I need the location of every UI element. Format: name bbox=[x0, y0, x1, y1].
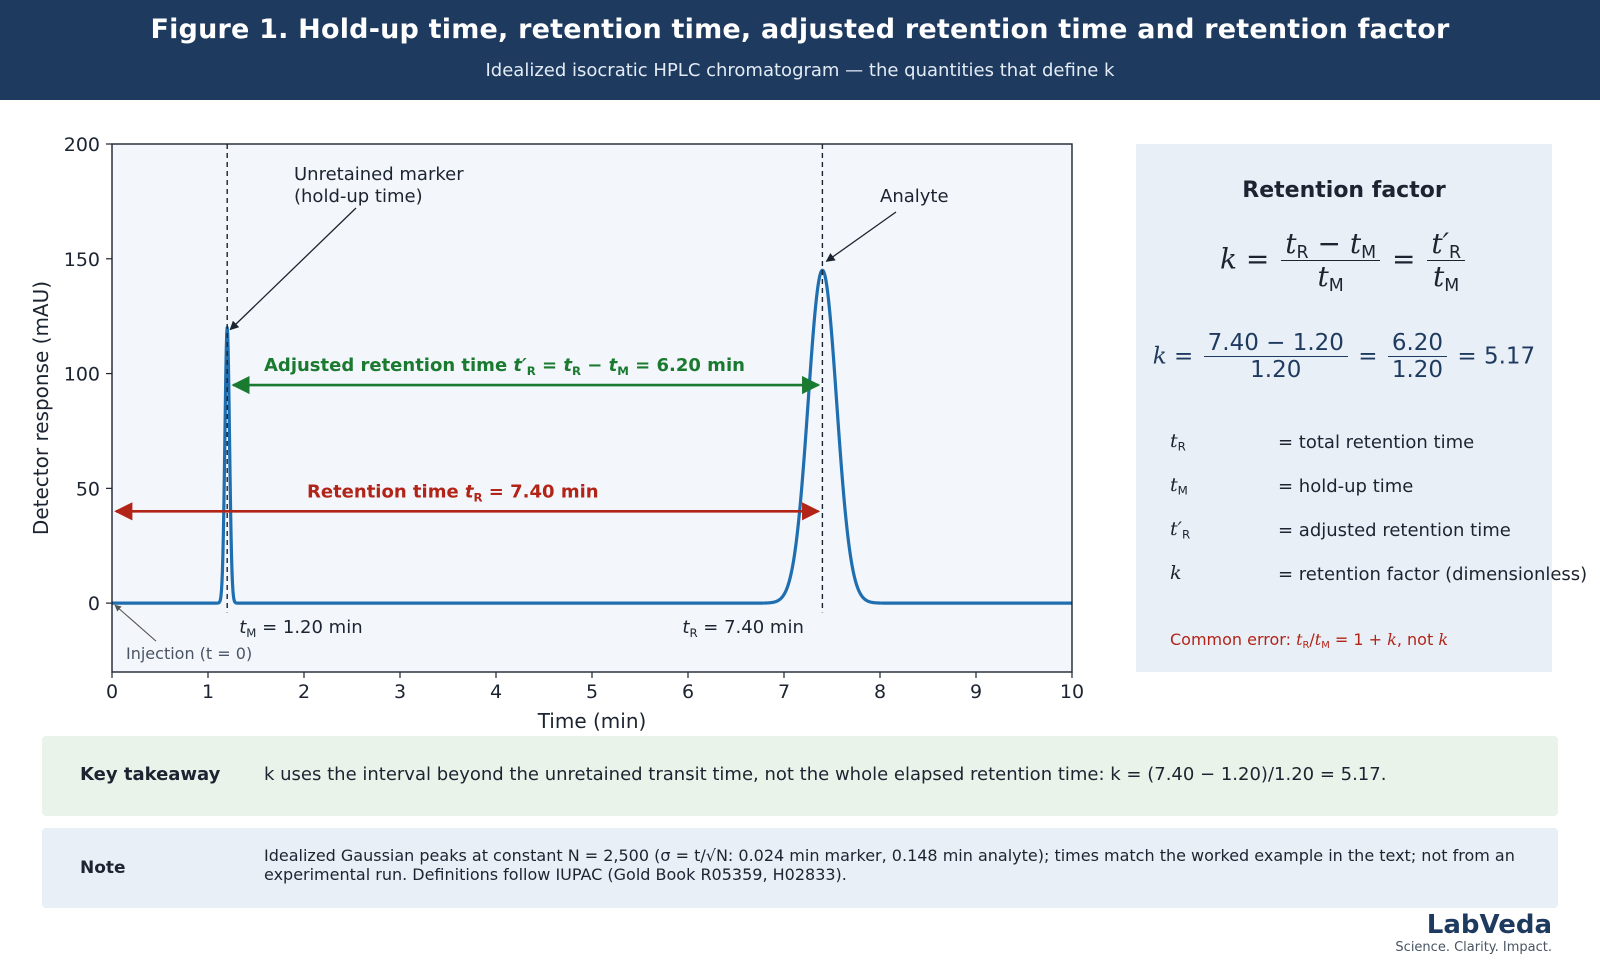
worked-denominator-2: 1.20 bbox=[1391, 357, 1444, 384]
worked-result: 5.17 bbox=[1483, 343, 1536, 370]
worked-denominator-1: 1.20 bbox=[1250, 357, 1302, 384]
common-error-note: Common error: tR/tM = 1 + k, not k bbox=[1170, 630, 1449, 651]
definition-text: = hold-up time bbox=[1278, 476, 1414, 497]
injection-pointer bbox=[114, 604, 157, 642]
definition-row: tR = total retention time bbox=[1170, 430, 1570, 474]
note-box: Note Idealized Gaussian peaks at constan… bbox=[42, 828, 1558, 908]
note-text: Idealized Gaussian peaks at constant N =… bbox=[264, 846, 1515, 885]
x-tick-label: 2 bbox=[298, 681, 310, 703]
symbol-t-prime-r: t′R bbox=[1170, 518, 1191, 542]
definition-text: = total retention time bbox=[1278, 432, 1475, 453]
plot-area bbox=[112, 144, 1072, 672]
definition-text: = retention factor (dimensionless) bbox=[1278, 564, 1588, 585]
definition-row: tM = hold-up time bbox=[1170, 474, 1570, 518]
worked-example-formula: k = 7.40 − 1.20 1.20 = 6.20 1.20 = 5.17 bbox=[1152, 330, 1536, 384]
chromatogram-trace bbox=[110, 268, 1074, 605]
x-tick-label: 4 bbox=[490, 681, 502, 703]
y-tick-label: 200 bbox=[64, 134, 100, 156]
brand-name: LabVeda bbox=[1426, 910, 1552, 940]
symbol-tr: tR bbox=[1170, 430, 1186, 454]
x-axis-label: Time (min) bbox=[537, 709, 647, 733]
analyte-pointer bbox=[825, 211, 897, 262]
adjusted-retention-label: Adjusted retention time t′R = tR − tM = … bbox=[264, 355, 745, 378]
y-axis-label: Detector response (mAU) bbox=[29, 281, 53, 535]
x-tick-label: 0 bbox=[106, 681, 118, 703]
y-tick-label: 0 bbox=[88, 593, 100, 615]
symbol-definitions: tR = total retention time tM = hold-up t… bbox=[1170, 430, 1587, 606]
symbol-tm: tM bbox=[1170, 474, 1188, 498]
takeaway-text: k uses the interval beyond the unretaine… bbox=[264, 764, 1387, 785]
hold-up-time-label: tM = 1.20 min bbox=[239, 617, 362, 640]
figure-title: Figure 1. Hold-up time, retention time, … bbox=[150, 14, 1450, 45]
key-takeaway-box: Key takeaway k uses the interval beyond … bbox=[42, 736, 1558, 816]
takeaway-label: Key takeaway bbox=[80, 764, 221, 785]
y-tick-label: 150 bbox=[64, 249, 100, 271]
x-tick-label: 1 bbox=[202, 681, 214, 703]
retention-time-marker-label: tR = 7.40 min bbox=[682, 617, 803, 640]
symbol-k: k bbox=[1170, 562, 1182, 584]
x-tick-label: 7 bbox=[778, 681, 790, 703]
x-tick-label: 9 bbox=[970, 681, 982, 703]
x-tick-label: 5 bbox=[586, 681, 598, 703]
y-tick-label: 100 bbox=[64, 364, 100, 386]
unretained-marker-annotation: Unretained marker bbox=[294, 164, 464, 185]
note-label: Note bbox=[80, 858, 126, 878]
unretained-marker-annotation-line2: (hold-up time) bbox=[294, 186, 423, 207]
retention-time-label: Retention time tR = 7.40 min bbox=[307, 481, 599, 504]
unretained-marker-pointer bbox=[229, 207, 357, 331]
brand-logo: LabVeda Science. Clarity. Impact. bbox=[1395, 912, 1552, 955]
definition-row: k = retention factor (dimensionless) bbox=[1170, 562, 1587, 606]
brand-tagline: Science. Clarity. Impact. bbox=[1395, 940, 1552, 955]
retention-factor-formula: k = tR − tM tM = t′R tM bbox=[1136, 227, 1552, 295]
retention-factor-panel: Retention factor k = tR − tM tM = t′R tM k… bbox=[1136, 144, 1587, 672]
x-tick-label: 10 bbox=[1060, 681, 1084, 703]
panel-title: Retention factor bbox=[1242, 178, 1446, 203]
x-tick-label: 3 bbox=[394, 681, 406, 703]
y-tick-label: 50 bbox=[76, 478, 100, 500]
figure-header: Figure 1. Hold-up time, retention time, … bbox=[0, 0, 1600, 100]
analyte-annotation: Analyte bbox=[880, 186, 949, 207]
x-tick-label: 6 bbox=[682, 681, 694, 703]
figure-subtitle: Idealized isocratic HPLC chromatogram — … bbox=[485, 60, 1115, 81]
definition-text: = adjusted retention time bbox=[1278, 520, 1511, 541]
worked-numerator-1: 7.40 − 1.20 bbox=[1203, 330, 1348, 358]
x-tick-label: 8 bbox=[874, 681, 886, 703]
worked-numerator-2: 6.20 bbox=[1387, 330, 1448, 358]
definition-row: t′R = adjusted retention time bbox=[1170, 518, 1570, 562]
injection-annotation: Injection (t = 0) bbox=[126, 644, 252, 663]
